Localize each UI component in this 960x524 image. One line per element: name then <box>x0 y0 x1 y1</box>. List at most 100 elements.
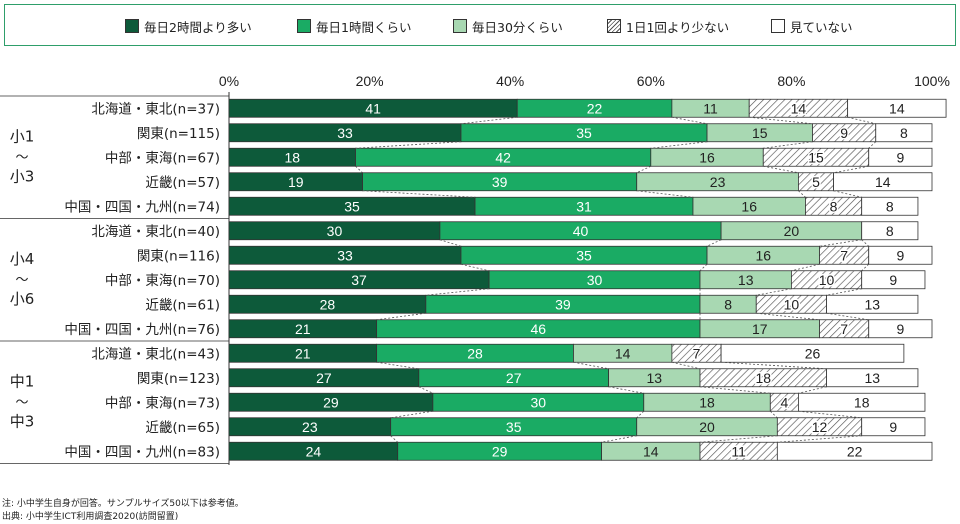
connector-line <box>861 239 870 247</box>
data-label: 42 <box>495 149 511 165</box>
data-label: 4 <box>780 394 788 410</box>
connector-line <box>699 386 771 394</box>
data-label: 30 <box>327 223 343 239</box>
data-label: 18 <box>699 394 715 410</box>
data-label: 14 <box>615 345 631 361</box>
data-label: 23 <box>710 174 726 190</box>
category-label: 中部・東海(n=70) <box>105 273 220 289</box>
data-label: 40 <box>573 223 589 239</box>
data-label: 20 <box>699 419 715 435</box>
data-label: 22 <box>587 100 603 116</box>
data-label: 8 <box>886 198 894 214</box>
connector-line <box>573 361 609 370</box>
data-label: 41 <box>365 100 381 116</box>
connector-line <box>833 190 862 198</box>
connector-line <box>460 116 518 125</box>
group-label: 〜 <box>15 273 28 288</box>
category-label: 中部・東海(n=67) <box>105 150 220 166</box>
connector-line <box>833 165 869 174</box>
bar-segment <box>720 343 905 363</box>
connector-line <box>798 190 806 198</box>
data-label: 14 <box>889 100 905 116</box>
data-label: 14 <box>643 443 659 459</box>
data-label: 7 <box>840 321 848 337</box>
data-label: 5 <box>812 174 820 190</box>
connector-line <box>390 410 433 419</box>
category-label: 北海道・東北(n=40) <box>91 224 220 240</box>
connector-line <box>362 190 476 198</box>
data-label: 19 <box>288 174 304 190</box>
group-label: 小6 <box>10 290 35 308</box>
data-label: 28 <box>467 345 483 361</box>
data-label: 35 <box>576 247 592 263</box>
legend-swatch-less-than-daily <box>607 19 621 33</box>
data-label: 16 <box>741 198 757 214</box>
connector-line <box>425 288 490 296</box>
data-label: 15 <box>808 149 824 165</box>
connector-line <box>699 263 708 272</box>
connector-line <box>601 435 637 443</box>
x-tick-label: 100% <box>914 73 950 89</box>
data-label: 35 <box>576 125 592 141</box>
connector-line <box>826 312 869 321</box>
data-label: 46 <box>531 321 547 337</box>
data-label: 9 <box>896 247 904 263</box>
connector-line <box>868 141 877 149</box>
connector-line <box>636 165 651 174</box>
data-label: 29 <box>492 443 508 459</box>
data-label: 11 <box>703 100 718 116</box>
legend-label-less-than-daily: 1日1回より少ない <box>626 19 730 35</box>
group-label: 中3 <box>10 412 35 430</box>
data-label: 13 <box>738 272 754 288</box>
data-label: 13 <box>647 370 663 386</box>
group-label: 小4 <box>10 250 35 268</box>
x-tick-label: 40% <box>496 73 524 89</box>
connector-line <box>671 116 708 125</box>
category-label: 近畿(n=57) <box>145 175 220 191</box>
x-tick-label: 60% <box>637 73 665 89</box>
connector-line <box>819 239 862 247</box>
data-label: 22 <box>847 443 863 459</box>
connector-line <box>847 116 876 125</box>
group-label: 小1 <box>10 127 35 145</box>
bar-segment <box>861 417 926 437</box>
data-label: 9 <box>889 272 897 288</box>
bar-segment <box>861 270 926 290</box>
connector-line <box>418 386 434 394</box>
legend-label-not-watching: 見ていない <box>790 19 853 35</box>
legend-label-over-2h: 毎日2時間より多い <box>144 19 252 35</box>
data-label: 35 <box>506 419 522 435</box>
note-sample-size: 注: 小中学生自身が回答。サンプルサイズ50以下は参考値。 <box>2 499 244 509</box>
data-label: 27 <box>506 370 522 386</box>
data-label: 9 <box>896 149 904 165</box>
data-label: 21 <box>295 345 311 361</box>
bar-segment <box>868 245 933 265</box>
data-label: 7 <box>840 247 848 263</box>
data-label: 33 <box>337 247 353 263</box>
connector-line <box>355 165 363 174</box>
legend-swatch-not-watching <box>771 19 785 33</box>
legend-item-less-than-daily: 1日1回より少ない <box>607 18 730 35</box>
connector-line <box>721 361 827 370</box>
data-label: 18 <box>284 149 300 165</box>
data-label: 15 <box>752 125 768 141</box>
data-label: 8 <box>724 296 732 312</box>
category-label: 中国・四国・九州(n=83) <box>64 444 220 460</box>
legend-item-1h: 毎日1時間くらい <box>297 18 412 35</box>
legend: 毎日2時間より多い 毎日1時間くらい 毎日30分くらい 1日1回より少ない 見て… <box>4 4 956 46</box>
legend-label-1h: 毎日1時間くらい <box>316 19 412 35</box>
data-label: 30 <box>587 272 603 288</box>
bar-segment <box>776 441 933 461</box>
data-label: 8 <box>830 198 838 214</box>
bar-segment <box>826 294 919 314</box>
data-label: 20 <box>784 223 800 239</box>
data-label: 7 <box>693 345 701 361</box>
data-label: 21 <box>295 321 311 337</box>
data-label: 13 <box>864 370 880 386</box>
bar-segment <box>847 98 947 118</box>
note-source: 出典: 小中学生ICT利用調査2020(訪問留置) <box>2 512 179 522</box>
bar-segment <box>875 123 933 143</box>
legend-swatch-30m <box>453 19 467 33</box>
data-label: 11 <box>731 443 746 459</box>
data-label: 33 <box>337 125 353 141</box>
